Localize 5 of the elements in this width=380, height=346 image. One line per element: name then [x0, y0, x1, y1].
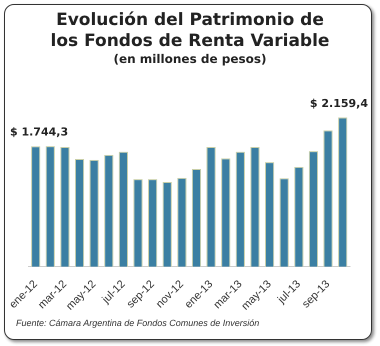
chart-subtitle: (en millones de pesos) — [112, 52, 268, 66]
data-label: $ 1.744,3 — [10, 126, 68, 139]
data-label: $ 2.159,4 — [310, 96, 368, 110]
source-note: Fuente: Cámara Argentina de Fondos Comunes de Inversión — [16, 318, 260, 328]
chart-title: Evolución del Patrimonio de los Fondos de Renta Variable — [50, 10, 330, 52]
